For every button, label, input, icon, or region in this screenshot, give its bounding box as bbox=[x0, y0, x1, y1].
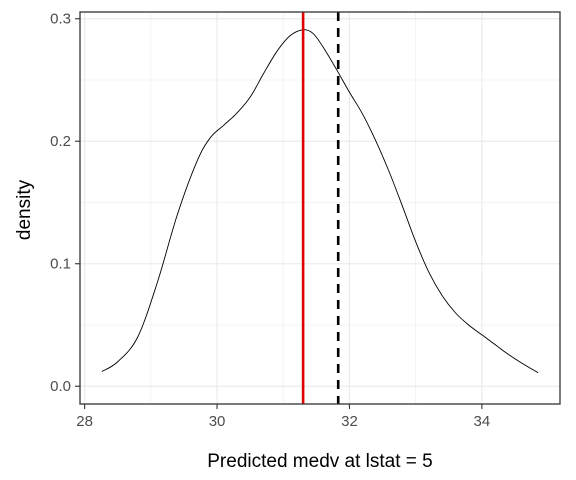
grid-layer bbox=[80, 12, 560, 404]
y-axis-title: density bbox=[14, 179, 35, 240]
x-tick-label: 30 bbox=[209, 413, 226, 430]
x-tick-label: 34 bbox=[474, 413, 491, 430]
y-tick-label: 0.1 bbox=[50, 256, 71, 273]
plot-panel bbox=[80, 12, 560, 404]
x-tick-label: 28 bbox=[76, 413, 93, 430]
y-tick-label: 0.3 bbox=[50, 11, 71, 28]
data-layer bbox=[101, 12, 539, 404]
plot-border bbox=[79, 11, 561, 405]
x-tick-label: 32 bbox=[341, 413, 358, 430]
density-curve bbox=[101, 29, 539, 374]
axis-layer: 28 30 32 34 0.0 0.1 0.2 0.3 bbox=[50, 11, 490, 430]
y-tick-label: 0.0 bbox=[50, 378, 71, 395]
x-axis-title: Predicted medv at lstat = 5 bbox=[207, 451, 432, 472]
y-tick-label: 0.2 bbox=[50, 133, 71, 150]
